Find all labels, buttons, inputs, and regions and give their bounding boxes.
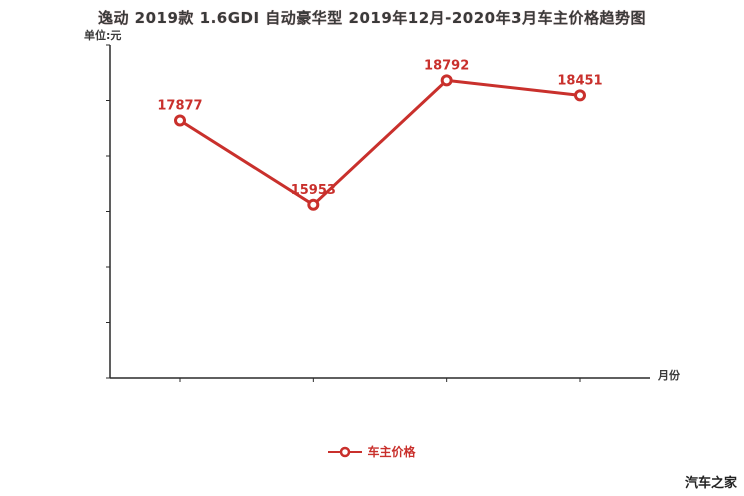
data-point-marker xyxy=(574,89,586,102)
data-point-label: 17877 xyxy=(157,98,202,113)
chart-legend: 车主价格 xyxy=(0,443,744,460)
data-point-marker xyxy=(440,74,453,87)
data-point-marker xyxy=(307,198,320,211)
chart-title: 逸动 2019款 1.6GDI 自动豪华型 2019年12月-2020年3月车主… xyxy=(97,9,647,27)
data-point-label: 18451 xyxy=(557,73,602,88)
legend-series-label: 车主价格 xyxy=(367,445,416,459)
legend-line-circle-icon xyxy=(328,446,363,458)
data-point-label: 18792 xyxy=(424,58,469,73)
site-watermark: 汽车之家 xyxy=(684,476,737,491)
x-axis-label: 月份 xyxy=(658,369,680,382)
series-line xyxy=(178,78,582,207)
data-point-label: 15953 xyxy=(291,183,336,198)
y-axis-unit-label: 单位:元 xyxy=(84,29,122,42)
data-point-marker xyxy=(174,114,186,127)
